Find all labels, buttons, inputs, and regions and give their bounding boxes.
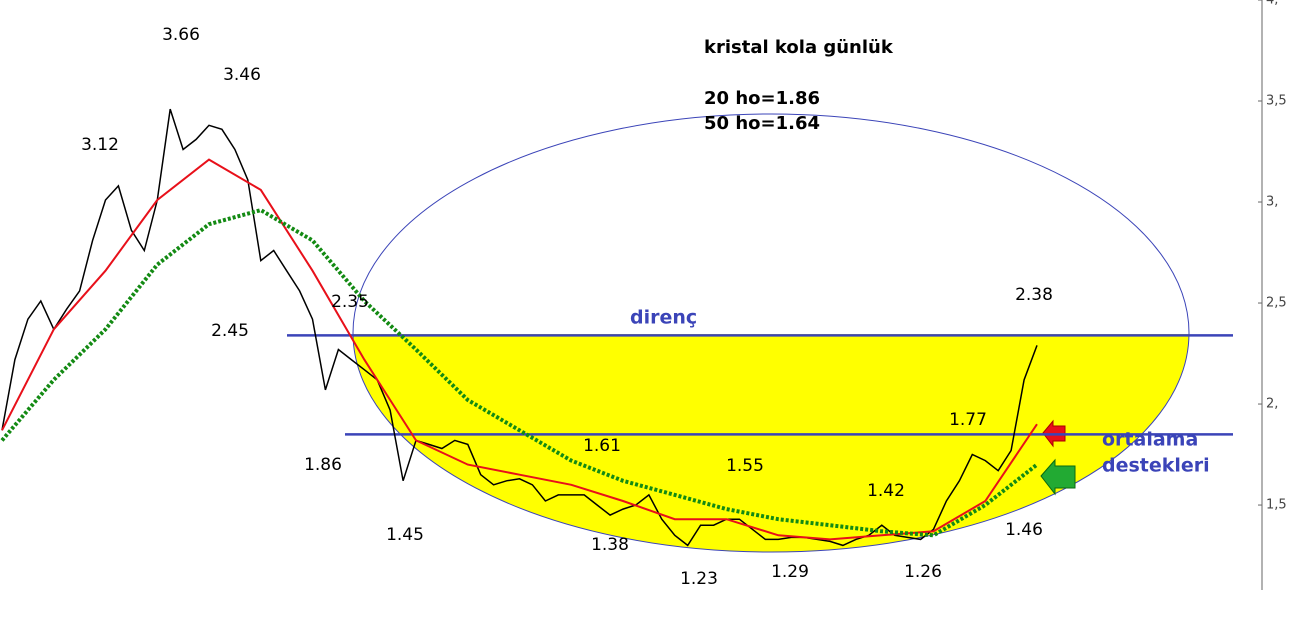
- annotation: 1.86: [304, 455, 342, 475]
- hline-label: direnç: [630, 307, 697, 329]
- annotation: 1.45: [386, 525, 424, 545]
- annotation: 3.12: [81, 135, 119, 155]
- green-arrow: [1040, 458, 1076, 496]
- chart-title: kristal kola günlük: [704, 37, 894, 58]
- subtitle: 20 ho=1.86: [704, 88, 820, 109]
- annotation: 1.26: [904, 562, 942, 582]
- y-tick-label: 2,: [1266, 397, 1278, 412]
- annotation: 2.38: [1015, 285, 1053, 305]
- y-tick-label: 3,5: [1266, 94, 1287, 109]
- annotation: 1.46: [1005, 520, 1043, 540]
- annotation: 1.42: [867, 481, 905, 501]
- y-tick-label: 3,: [1266, 195, 1278, 210]
- annotation: 1.77: [949, 410, 987, 430]
- annotation: 1.55: [726, 456, 764, 476]
- y-tick-label: 2,5: [1266, 296, 1287, 311]
- hline-label: ortalama: [1102, 429, 1198, 451]
- cup-fill: [353, 334, 1189, 552]
- y-tick-label: 4,: [1266, 0, 1278, 8]
- annotation: 1.29: [771, 562, 809, 582]
- hline-label: destekleri: [1102, 455, 1210, 477]
- y-tick-label: 1,5: [1266, 498, 1287, 513]
- annotation: 1.61: [583, 436, 621, 456]
- series-line: [1, 158, 1038, 541]
- annotation: 1.38: [591, 535, 629, 555]
- series-line: [0, 207, 1039, 538]
- annotation: 3.66: [162, 25, 200, 45]
- subtitle: 50 ho=1.64: [704, 113, 820, 134]
- annotation: 3.46: [223, 65, 261, 85]
- annotation: 2.45: [211, 321, 249, 341]
- annotation: 2.35: [331, 292, 369, 312]
- cup-ellipse: [352, 113, 1190, 553]
- annotation: 1.23: [680, 569, 718, 589]
